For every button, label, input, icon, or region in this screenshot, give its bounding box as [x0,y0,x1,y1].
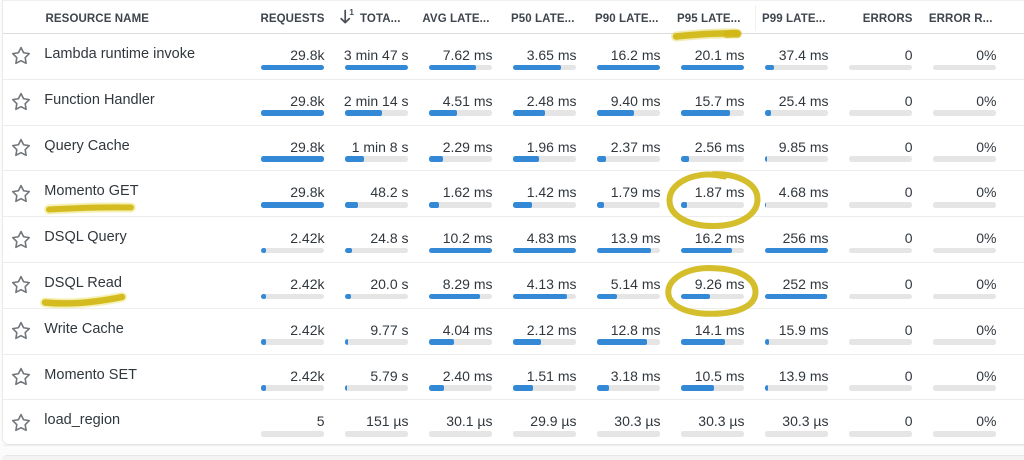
svg-text:1: 1 [349,8,354,17]
